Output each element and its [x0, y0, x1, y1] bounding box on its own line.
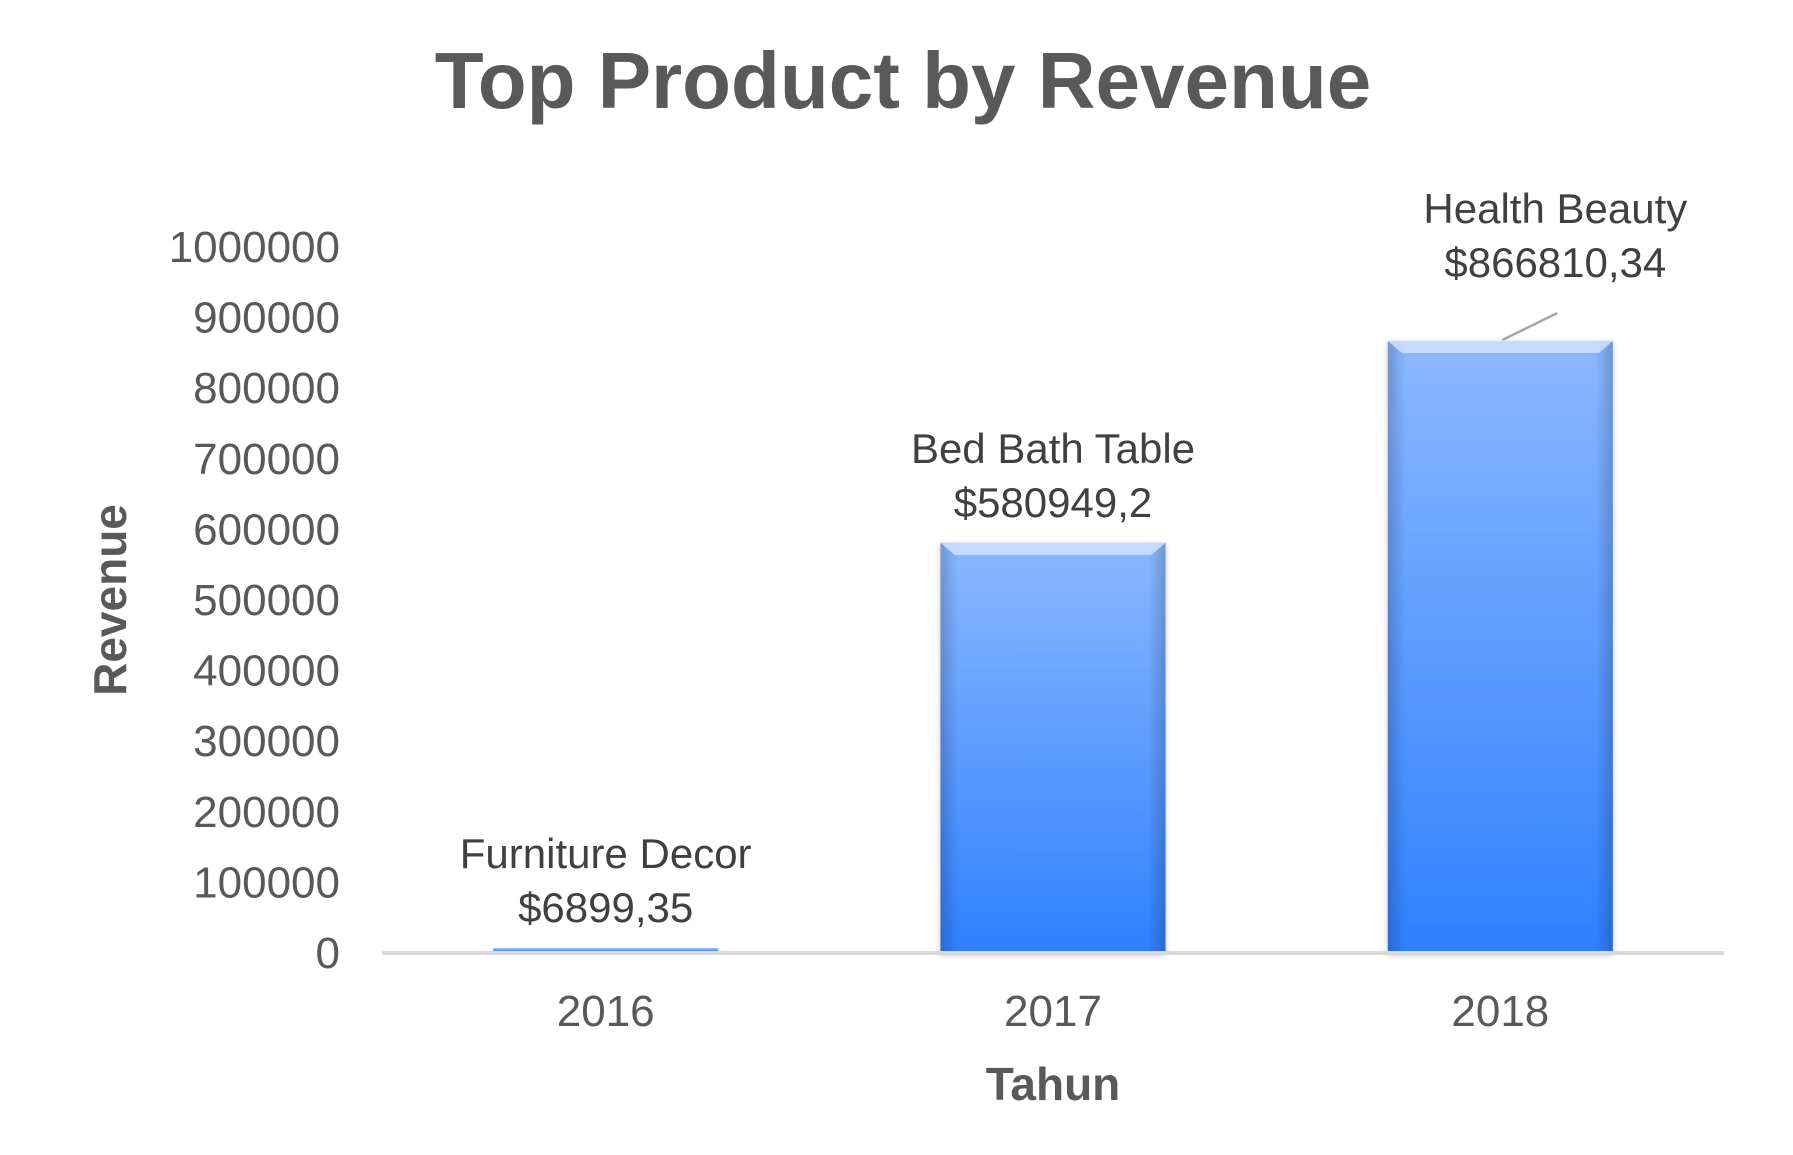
data-labels: Furniture Decor $6899,35 Bed Bath Table $58…	[460, 185, 1687, 931]
y-tick-label: 300000	[193, 717, 340, 766]
x-tick-label: 2017	[1004, 987, 1102, 1036]
y-tick-label: 100000	[193, 858, 340, 907]
y-tick-label: 0	[316, 929, 340, 978]
y-tick-label: 800000	[193, 364, 340, 413]
x-tick-label: 2018	[1451, 987, 1549, 1036]
chart-title: Top Product by Revenue	[435, 36, 1371, 125]
data-label-product: Bed Bath Table	[911, 425, 1195, 472]
bars	[493, 341, 1613, 954]
bar-bevel-top	[1387, 341, 1613, 354]
y-tick-label: 1000000	[169, 223, 340, 272]
y-tick-label: 200000	[193, 788, 340, 837]
bar-bevel	[1387, 341, 1613, 954]
bar-2016	[493, 948, 719, 953]
y-tick-label: 700000	[193, 435, 340, 484]
data-label-product: Furniture Decor	[460, 830, 752, 877]
y-axis-title: Revenue	[84, 504, 136, 696]
data-label-value: $866810,34	[1444, 239, 1666, 286]
data-label-value: $580949,2	[954, 479, 1153, 526]
leader-line	[1501, 311, 1558, 342]
y-tick-label: 500000	[193, 576, 340, 625]
y-tick-label: 400000	[193, 647, 340, 696]
x-axis-ticks: 2016 2017 2018	[557, 987, 1550, 1036]
y-axis-ticks: 0 100000 200000 300000 400000 500000 600000 700…	[169, 223, 340, 978]
bar-bevel	[940, 542, 1166, 953]
x-tick-label: 2016	[557, 987, 655, 1036]
y-tick-label: 900000	[193, 294, 340, 343]
data-label-value: $6899,35	[518, 884, 693, 931]
bar-bevel-top	[940, 542, 1166, 555]
x-axis-title: Tahun	[986, 1058, 1121, 1110]
data-label-product: Health Beauty	[1423, 185, 1687, 232]
y-tick-label: 600000	[193, 505, 340, 554]
